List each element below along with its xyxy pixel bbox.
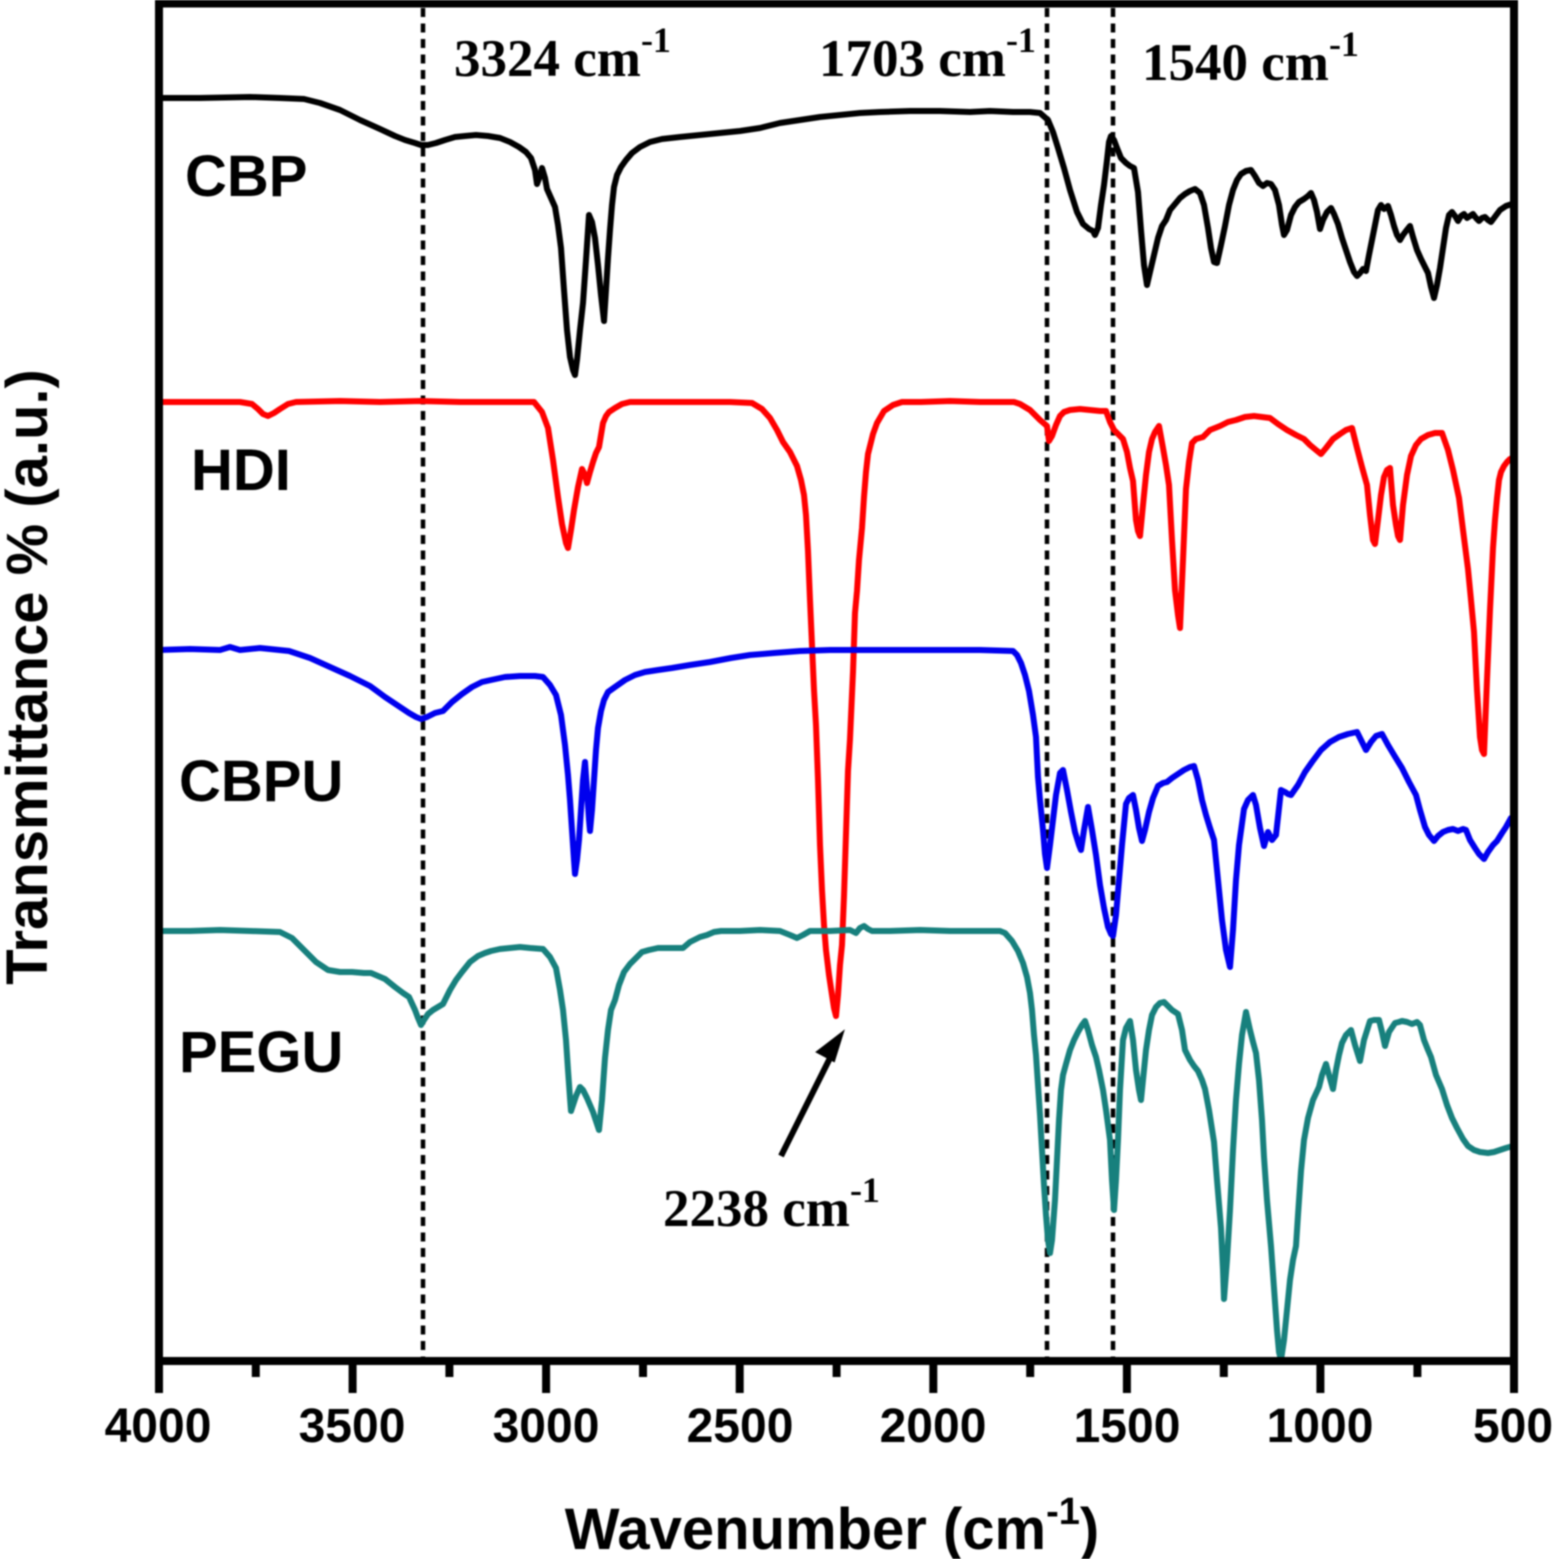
svg-text:HDI: HDI xyxy=(191,438,291,503)
svg-text:3000: 3000 xyxy=(493,1400,600,1453)
svg-text:2238 cm-1: 2238 cm-1 xyxy=(663,1170,880,1238)
svg-text:500: 500 xyxy=(1473,1400,1553,1453)
svg-text:4000: 4000 xyxy=(105,1400,212,1453)
svg-text:1703 cm-1: 1703 cm-1 xyxy=(819,20,1036,88)
svg-text:CBPU: CBPU xyxy=(179,749,343,814)
svg-text:PEGU: PEGU xyxy=(179,1020,343,1085)
svg-text:CBP: CBP xyxy=(185,144,307,209)
svg-text:3500: 3500 xyxy=(299,1400,406,1453)
svg-text:1540 cm-1: 1540 cm-1 xyxy=(1142,24,1359,92)
svg-text:2500: 2500 xyxy=(687,1400,794,1453)
svg-text:1000: 1000 xyxy=(1267,1400,1374,1453)
svg-text:2000: 2000 xyxy=(880,1400,987,1453)
svg-text:Transmittance % (a.u.): Transmittance % (a.u.) xyxy=(0,369,60,985)
svg-text:3324 cm-1: 3324 cm-1 xyxy=(454,20,671,88)
svg-text:Wavenumber (cm-1): Wavenumber (cm-1) xyxy=(565,1491,1099,1559)
svg-text:1500: 1500 xyxy=(1074,1400,1181,1453)
